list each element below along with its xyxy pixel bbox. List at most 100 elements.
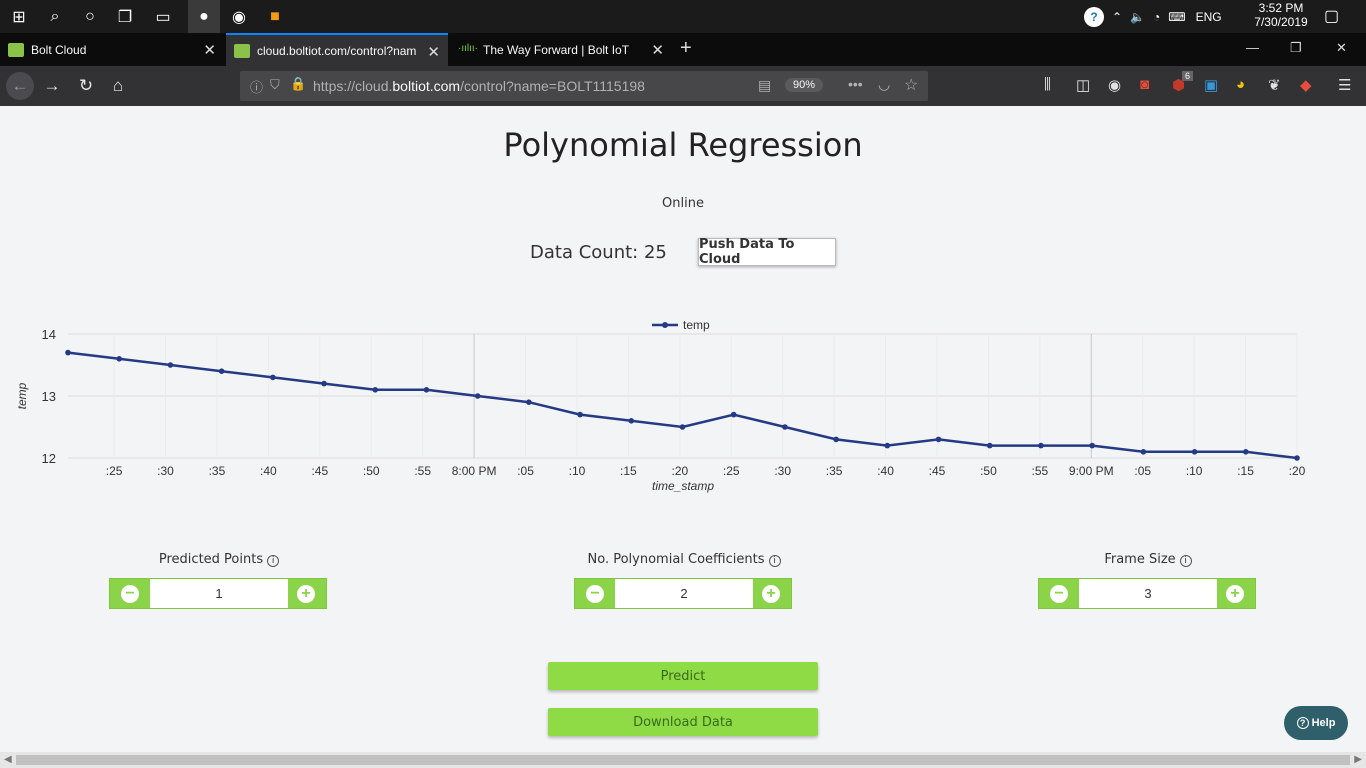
close-icon[interactable]: ✕ [203,42,216,59]
x-tick-label: :05 [517,464,534,478]
tab-bolt-cloud[interactable]: Bolt Cloud ✕ [0,33,224,66]
minimize-button[interactable]: — [1246,40,1259,55]
firefox-icon[interactable]: ● [188,0,220,33]
x-tick-label: :25 [723,464,740,478]
close-icon[interactable]: ✕ [427,44,440,61]
forward-button[interactable]: → [43,76,61,95]
flash-extension-icon[interactable]: ◆ [1300,77,1312,94]
help-button[interactable]: ? Help [1284,706,1348,740]
search-icon[interactable]: ⌕ [50,8,60,25]
info-icon[interactable]: i [1179,555,1192,567]
url-suffix: /control?name=BOLT1115198 [460,78,645,94]
clock[interactable]: 3:52 PM 7/30/2019 [1250,1,1312,29]
data-point [270,374,276,381]
bolt-favicon-icon [8,42,24,57]
language-indicator[interactable]: ENG [1195,9,1222,24]
bookmark-star-icon[interactable]: ☆ [904,77,919,94]
increment-button[interactable]: + [297,585,315,603]
data-point [167,362,174,368]
polynomial-coefficients-input[interactable]: 2 [615,579,753,608]
increment-button[interactable]: + [762,585,780,603]
horizontal-scrollbar[interactable]: ◀ ▶ [0,752,1366,768]
extension-icon[interactable]: ▣ [1204,77,1219,94]
tab-title: cloud.boltiot.com/control?nam [257,43,417,58]
help-tray-icon[interactable]: ? [1084,6,1104,27]
data-point [423,387,430,393]
page-actions-icon[interactable]: ••• [848,76,863,92]
frame-size-input[interactable]: 3 [1079,579,1217,608]
data-count: Data Count: 25 [530,242,667,263]
keyboard-icon[interactable]: ⌨ [1168,9,1186,24]
chart-points [65,349,1300,461]
info-icon[interactable]: ⓘ [250,80,264,95]
volume-icon[interactable]: 🔈 [1130,9,1146,24]
reload-button[interactable]: ↻ [78,76,94,95]
decrement-button[interactable]: − [586,585,604,603]
tab-way-forward[interactable]: ·ıılıı· The Way Forward | Bolt IoT ✕ [450,33,672,66]
x-tick-label: :50 [980,464,997,478]
scroll-right-icon[interactable]: ▶ [1354,754,1362,765]
series-line-temp [67,351,1298,460]
new-tab-button[interactable]: + [680,37,692,59]
predicted-points-control: Predicted Points i − 1 + [109,552,329,609]
maximize-button[interactable]: ❐ [1290,40,1302,55]
cortana-icon[interactable]: ○ [85,8,95,25]
info-icon[interactable]: i [267,555,280,567]
data-point [474,393,481,399]
windows-start-icon[interactable]: ⊞ [12,9,26,26]
screenshot-icon[interactable]: ◙ [1140,76,1150,93]
lock-icon[interactable]: 🔒 [290,76,307,91]
notifications-icon[interactable]: ▢ [1324,8,1340,25]
shield-icon[interactable]: ⛉ [270,77,280,92]
decrement-button[interactable]: − [1050,585,1068,603]
wifi-icon[interactable]: ◔ [1153,9,1161,24]
decrement-button[interactable]: − [121,585,139,603]
increment-button[interactable]: + [1226,585,1244,603]
data-point [730,411,737,418]
close-window-button[interactable]: ✕ [1336,40,1347,55]
task-view-icon[interactable]: ❐ [117,9,133,26]
tab-control[interactable]: cloud.boltiot.com/control?nam ✕ [226,33,448,66]
sublime-icon[interactable]: ■ [270,8,280,25]
x-tick-label: :45 [311,464,328,478]
file-explorer-icon[interactable]: ▭ [155,9,171,26]
library-icon[interactable]: ⫼ [1044,76,1051,93]
scroll-left-icon[interactable]: ◀ [4,754,12,765]
url-bar[interactable]: ⓘ ⛉ 🔒 https://cloud.boltiot.com/control?… [240,71,928,101]
chrome-icon[interactable]: ◉ [232,9,246,26]
url-domain: boltiot.com [392,78,461,94]
url-text[interactable]: https://cloud.boltiot.com/control?name=B… [313,78,645,94]
menu-icon[interactable]: ☰ [1338,77,1352,94]
home-button[interactable]: ⌂ [112,76,124,95]
reader-view-icon[interactable]: ▤ [758,77,772,93]
data-point [218,368,225,374]
x-tick-label: 8:00 PM [452,464,497,478]
x-tick-label: :55 [414,464,431,478]
back-button[interactable]: ← [6,72,34,100]
close-icon[interactable]: ✕ [651,42,664,59]
predicted-points-input[interactable]: 1 [150,579,288,608]
navigation-bar: ← → ↻ ⌂ ⓘ ⛉ 🔒 https://cloud.boltiot.com/… [0,66,1366,106]
x-tick-label: :30 [157,464,174,478]
sidebar-icon[interactable]: ◫ [1076,77,1091,94]
x-tick-label: :15 [1237,464,1254,478]
data-point [577,411,583,418]
info-icon[interactable]: i [768,555,781,567]
push-data-button[interactable]: Push Data To Cloud [698,237,836,267]
scrollbar-thumb[interactable] [16,755,1350,765]
y-tick-label: 12 [42,451,56,466]
pocket-icon[interactable]: ◡ [878,76,891,92]
gnome-extension-icon[interactable]: ❦ [1268,77,1281,94]
chevron-up-icon[interactable]: ⌃ [1112,9,1123,24]
data-point [321,380,327,387]
page-title: Polynomial Regression [503,126,863,164]
data-point [1038,442,1044,449]
data-point [1089,442,1095,449]
account-icon[interactable]: ◉ [1108,77,1122,94]
predict-button[interactable]: Predict [548,662,818,690]
zoom-level[interactable]: 90% [785,78,824,92]
download-data-button[interactable]: Download Data [548,708,818,736]
ublock-icon[interactable]: ⬢ [1172,77,1186,94]
owl-extension-icon[interactable]: ◕ [1236,76,1246,93]
data-point [1140,449,1147,455]
